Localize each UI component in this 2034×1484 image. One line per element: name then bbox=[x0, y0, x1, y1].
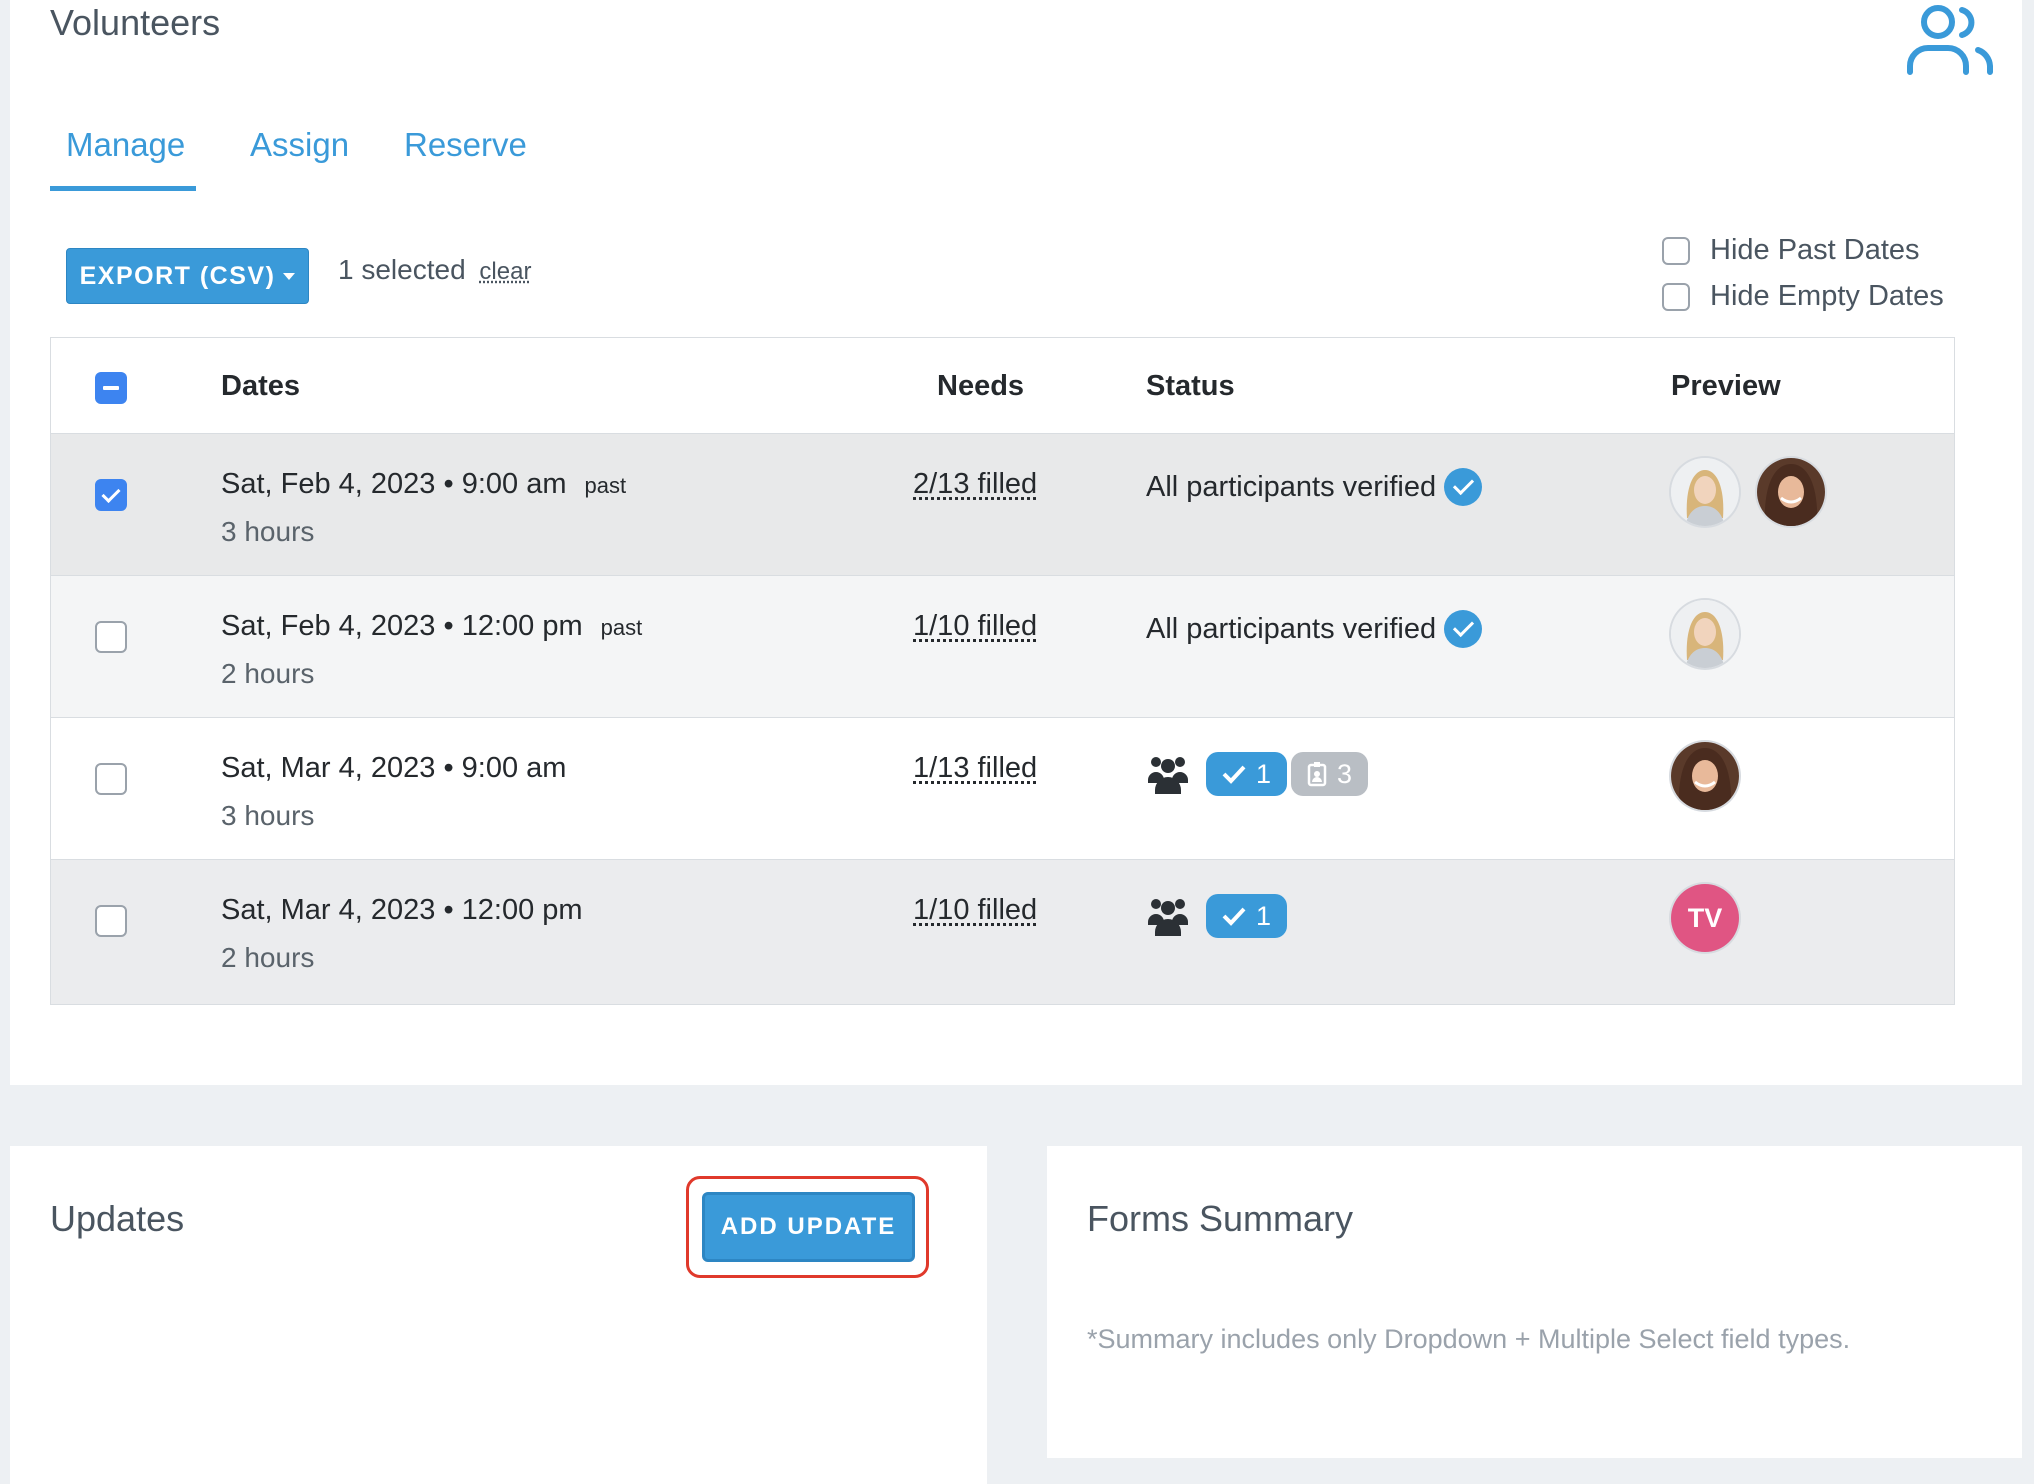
verified-count: 1 bbox=[1256, 900, 1272, 931]
verified-check-icon bbox=[1444, 610, 1483, 648]
row-date: Sat, Feb 4, 2023 • 9:00 am past bbox=[221, 468, 626, 501]
caret-down-icon bbox=[283, 272, 296, 280]
export-label: EXPORT (CSV) bbox=[79, 261, 276, 290]
forms-summary-title: Forms Summary bbox=[1087, 1198, 1354, 1239]
updates-title: Updates bbox=[50, 1198, 185, 1239]
table-header: Dates Needs Status Preview bbox=[51, 338, 1954, 434]
row-status: All participants verified bbox=[1146, 468, 1483, 506]
hide-past-dates-label: Hide Past Dates bbox=[1710, 234, 1920, 266]
add-update-highlight bbox=[686, 1176, 929, 1278]
row-checkbox[interactable] bbox=[95, 479, 127, 511]
updates-card: Updates ADD UPDATE bbox=[10, 1146, 987, 1484]
dates-table: Dates Needs Status Preview Sat, Feb 4, 2… bbox=[50, 337, 1955, 1005]
row-date: Sat, Feb 4, 2023 • 12:00 pm past bbox=[221, 610, 642, 643]
status-text: All participants verified bbox=[1146, 612, 1437, 645]
volunteer-tabs: Manage Assign Reserve bbox=[50, 118, 610, 192]
id-badge-icon bbox=[1307, 762, 1327, 787]
export-csv-button[interactable]: EXPORT (CSV) bbox=[66, 248, 309, 304]
forms-summary-card: Forms Summary *Summary includes only Dro… bbox=[1047, 1146, 2022, 1458]
verified-count-badge[interactable]: 1 bbox=[1206, 752, 1288, 796]
selection-summary: 1 selected clear bbox=[338, 254, 531, 286]
tab-assign[interactable]: Assign bbox=[250, 126, 350, 163]
row-needs[interactable]: 1/10 filled bbox=[913, 894, 1038, 926]
avatar-blonde-icon bbox=[1671, 600, 1739, 668]
check-icon bbox=[1222, 907, 1246, 926]
forms-summary-note: *Summary includes only Dropdown + Multip… bbox=[1087, 1324, 1851, 1354]
selected-count: 1 selected bbox=[338, 254, 466, 285]
row-checkbox[interactable] bbox=[95, 763, 127, 795]
verified-count: 1 bbox=[1256, 758, 1272, 789]
hide-empty-dates-option[interactable]: Hide Empty Dates bbox=[1662, 280, 1944, 313]
date-text: Sat, Feb 4, 2023 • 9:00 am bbox=[221, 468, 567, 500]
date-text: Sat, Feb 4, 2023 • 12:00 pm bbox=[221, 610, 583, 642]
header-status[interactable]: Status bbox=[1146, 370, 1235, 402]
avatar-initials: TV bbox=[1687, 902, 1723, 933]
header-needs[interactable]: Needs bbox=[937, 370, 1025, 402]
row-duration: 2 hours bbox=[221, 942, 315, 973]
date-text: Sat, Mar 4, 2023 • 9:00 am bbox=[221, 752, 567, 784]
avatar[interactable] bbox=[1671, 600, 1739, 668]
row-status: All participants verified bbox=[1146, 610, 1483, 648]
volunteers-card: Volunteers Manage Assign Reserve EXPORT … bbox=[10, 0, 2022, 1085]
verified-count-badge[interactable]: 1 bbox=[1206, 894, 1288, 938]
row-duration: 3 hours bbox=[221, 800, 315, 831]
row-checkbox[interactable] bbox=[95, 905, 127, 937]
row-status: 1 3 bbox=[1146, 752, 1372, 796]
row-checkbox[interactable] bbox=[95, 621, 127, 653]
pending-count: 3 bbox=[1337, 758, 1353, 789]
avatar[interactable] bbox=[1671, 742, 1739, 810]
date-text: Sat, Mar 4, 2023 • 12:00 pm bbox=[221, 894, 583, 926]
avatar-brunette-icon bbox=[1671, 742, 1739, 810]
hide-past-dates-checkbox[interactable] bbox=[1662, 236, 1690, 265]
group-icon[interactable] bbox=[1146, 896, 1190, 936]
header-preview: Preview bbox=[1671, 370, 1781, 402]
tab-manage[interactable]: Manage bbox=[66, 126, 186, 163]
add-update-button[interactable]: ADD UPDATE bbox=[702, 1192, 915, 1262]
status-text: All participants verified bbox=[1146, 470, 1437, 503]
row-duration: 2 hours bbox=[221, 658, 315, 689]
avatar[interactable] bbox=[1757, 458, 1825, 526]
table-row[interactable]: Sat, Feb 4, 2023 • 12:00 pm past 2 hours … bbox=[51, 576, 1954, 718]
row-needs[interactable]: 1/10 filled bbox=[913, 610, 1038, 642]
tab-reserve[interactable]: Reserve bbox=[404, 126, 527, 163]
select-all-checkbox[interactable] bbox=[95, 372, 127, 404]
row-needs[interactable]: 2/13 filled bbox=[913, 468, 1038, 500]
hide-empty-dates-checkbox[interactable] bbox=[1662, 282, 1690, 311]
row-duration: 3 hours bbox=[221, 516, 315, 547]
verified-check-icon bbox=[1444, 468, 1483, 506]
hide-empty-dates-label: Hide Empty Dates bbox=[1710, 280, 1944, 312]
row-status: 1 bbox=[1146, 894, 1291, 938]
clear-selection-link[interactable]: clear bbox=[479, 258, 532, 285]
pending-count-badge[interactable]: 3 bbox=[1291, 752, 1369, 796]
past-label: past bbox=[600, 615, 643, 640]
table-row[interactable]: Sat, Mar 4, 2023 • 9:00 am 3 hours 1/13 … bbox=[51, 718, 1954, 860]
header-dates[interactable]: Dates bbox=[221, 370, 300, 402]
avatar[interactable]: TV bbox=[1671, 884, 1739, 952]
avatar[interactable] bbox=[1671, 458, 1739, 526]
check-icon bbox=[1222, 765, 1246, 784]
group-icon[interactable] bbox=[1146, 754, 1190, 794]
table-row[interactable]: Sat, Feb 4, 2023 • 9:00 am past 3 hours 2… bbox=[51, 434, 1954, 576]
volunteers-title: Volunteers bbox=[50, 2, 221, 43]
table-row[interactable]: Sat, Mar 4, 2023 • 12:00 pm 2 hours 1/10… bbox=[51, 860, 1954, 1004]
past-label: past bbox=[584, 473, 627, 498]
avatar-blonde-icon bbox=[1671, 458, 1739, 526]
avatar-brunette-icon bbox=[1757, 458, 1825, 526]
row-date: Sat, Mar 4, 2023 • 9:00 am bbox=[221, 752, 566, 785]
hide-past-dates-option[interactable]: Hide Past Dates bbox=[1662, 234, 1920, 267]
users-icon bbox=[1907, 5, 1993, 75]
row-needs[interactable]: 1/13 filled bbox=[913, 752, 1038, 784]
active-tab-indicator bbox=[50, 186, 196, 191]
row-date: Sat, Mar 4, 2023 • 12:00 pm bbox=[221, 894, 583, 927]
